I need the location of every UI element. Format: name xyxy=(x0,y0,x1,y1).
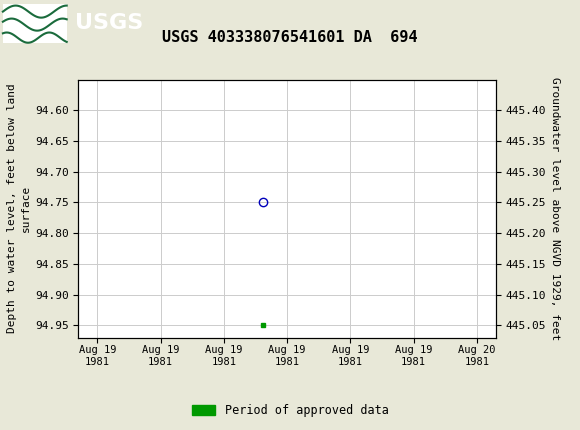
Bar xyxy=(3,4,67,43)
Y-axis label: Groundwater level above NGVD 1929, feet: Groundwater level above NGVD 1929, feet xyxy=(550,77,560,340)
Legend: Period of approved data: Period of approved data xyxy=(187,399,393,422)
Text: USGS: USGS xyxy=(75,13,144,33)
Y-axis label: Depth to water level, feet below land
surface: Depth to water level, feet below land su… xyxy=(8,84,31,333)
Text: USGS 403338076541601 DA  694: USGS 403338076541601 DA 694 xyxy=(162,30,418,45)
